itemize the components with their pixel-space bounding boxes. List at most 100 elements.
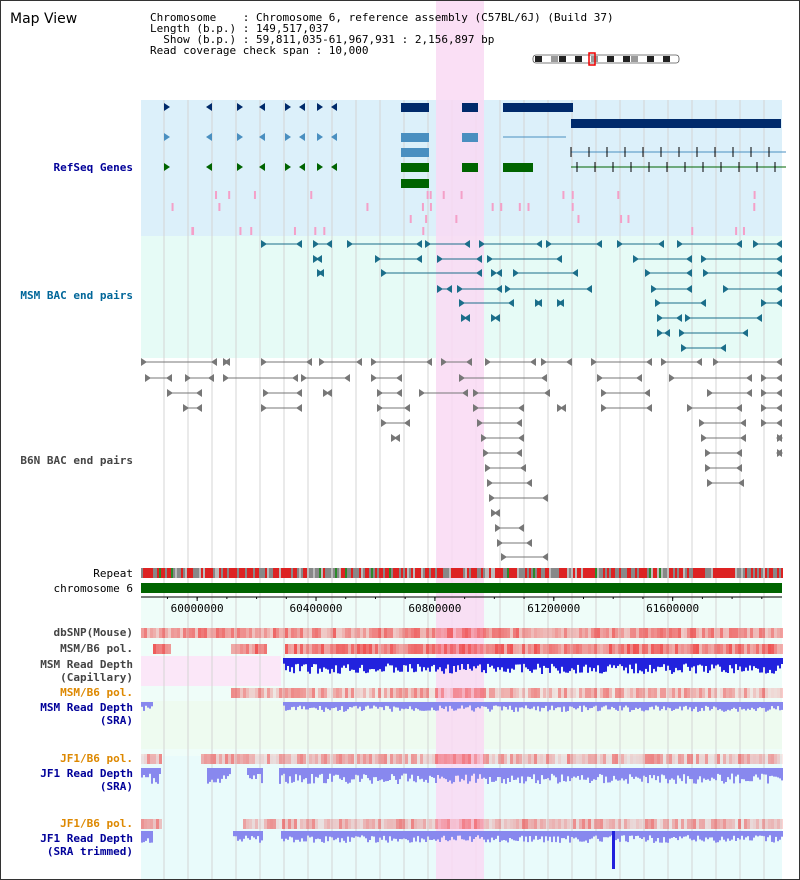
jf1-trim-depth [741, 831, 743, 836]
jf1-b6-pol-heat-2 [333, 819, 336, 829]
msm-sra-depth [679, 702, 681, 707]
jf1-b6-pol-heat [675, 754, 678, 764]
jf1-b6-pol-heat [225, 754, 228, 764]
b6n-bac-pair-start [141, 358, 147, 366]
msm-bac-pair-end [658, 240, 664, 248]
dbsnp-label[interactable]: dbSNP(Mouse) [53, 626, 133, 639]
jf1-sra-depth [393, 768, 395, 776]
refseq-genes-label[interactable]: RefSeq Genes [53, 161, 133, 174]
dbsnp-heat [312, 628, 315, 638]
msm-capillary-depth [337, 658, 339, 674]
jf1-trim-depth [397, 831, 399, 842]
msm-b6-pol-heat [255, 644, 258, 654]
jf1-sra-depth [751, 768, 753, 782]
dbsnp-heat [294, 628, 297, 638]
jf1-b6-pol-label-2[interactable]: JF1/B6 pol. [60, 817, 133, 830]
dbsnp-heat [612, 628, 615, 638]
jf1-trim-depth [249, 831, 251, 840]
msm-sra-depth [693, 702, 695, 709]
msm-b6-pol-heat [498, 644, 501, 654]
jf1-trim-depth [731, 831, 733, 840]
msm-read-depth-capillary-label[interactable]: MSM Read Depth (Capillary) [40, 658, 133, 684]
jf1-b6-pol-heat [231, 754, 234, 764]
dbsnp-heat [474, 628, 477, 638]
msm-read-depth-sra-label[interactable]: MSM Read Depth (SRA) [40, 701, 133, 727]
jf1-trim-depth [717, 831, 719, 843]
jf1-trim-depth [705, 831, 707, 838]
msm-sra-depth [705, 702, 707, 706]
jf1-sra-depth [147, 768, 149, 778]
msm-b6-pol-heat-2 [696, 688, 699, 698]
repeat-mark [353, 568, 355, 578]
gene-glyph [259, 103, 265, 111]
jf1-b6-pol-heat-2 [345, 819, 348, 829]
refseq-snp-tick [742, 227, 745, 235]
jf1-sra-depth [313, 768, 315, 784]
msm-sra-depth [311, 702, 313, 708]
gene-block [401, 103, 429, 112]
msm-bac-label[interactable]: MSM BAC end pairs [20, 289, 133, 302]
msm-b6-pol-label-2[interactable]: MSM/B6 pol. [60, 686, 133, 699]
msm-bac-pair-start [679, 329, 685, 337]
jf1-b6-pol-heat-2 [354, 819, 357, 829]
jf1-trim-depth [585, 831, 587, 841]
ideogram-band [575, 56, 582, 62]
jf1-trim-depth-spike [612, 831, 615, 869]
msm-capillary-depth [583, 658, 585, 667]
repeat-mark [745, 568, 747, 578]
dbsnp-heat [705, 628, 708, 638]
msm-b6-pol-heat-2 [591, 688, 594, 698]
msm-b6-pol-heat-2 [375, 688, 378, 698]
msm-b6-pol-heat [291, 644, 294, 654]
jf1-sra-depth [769, 768, 771, 777]
dbsnp-heat [204, 628, 207, 638]
jf1-trim-depth [551, 831, 553, 843]
jf1-trim-depth [245, 831, 247, 836]
repeat-mark [705, 568, 707, 578]
repeat-mark [437, 568, 439, 578]
jf1-sra-depth [585, 768, 587, 780]
jf1-b6-pol-heat [717, 754, 720, 764]
msm-bac-pair-start [617, 240, 623, 248]
jf1-b6-pol-heat [354, 754, 357, 764]
msm-b6-pol-heat-2 [483, 688, 486, 698]
jf1-b6-pol-heat-2 [429, 819, 432, 829]
jf1-read-depth-trim-label[interactable]: JF1 Read Depth (SRA trimmed) [40, 832, 133, 858]
msm-b6-pol-heat [366, 644, 369, 654]
jf1-trim-depth [753, 831, 755, 838]
jf1-read-depth-sra-label[interactable]: JF1 Read Depth (SRA) [40, 767, 133, 793]
msm-b6-pol-heat-2 [657, 688, 660, 698]
jf1-trim-depth [485, 831, 487, 843]
msm-capillary-depth [647, 658, 649, 672]
msm-b6-pol-heat-2 [735, 688, 738, 698]
b6n-bac-pair-start [485, 358, 491, 366]
jf1-sra-depth [487, 768, 489, 784]
repeat-mark [401, 568, 403, 578]
jf1-trim-depth [477, 831, 479, 836]
jf1-b6-pol-label-1[interactable]: JF1/B6 pol. [60, 752, 133, 765]
jf1-sra-depth [623, 768, 625, 781]
msm-b6-pol-heat-2 [660, 688, 663, 698]
b6n-bac-pair-end [518, 524, 524, 532]
dbsnp-heat [615, 628, 618, 638]
dbsnp-heat [246, 628, 249, 638]
jf1-b6-pol-heat-2 [432, 819, 435, 829]
b6n-bac-label[interactable]: B6N BAC end pairs [20, 454, 133, 467]
jf1-sra-depth [687, 768, 689, 777]
repeat-mark [553, 568, 555, 578]
msm-sra-depth [609, 702, 611, 710]
jf1-sra-depth [411, 768, 413, 775]
msm-b6-pol-label-1[interactable]: MSM/B6 pol. [60, 642, 133, 655]
jf1-b6-pol-heat-2 [258, 819, 261, 829]
jf1-sra-depth [309, 768, 311, 784]
msm-capillary-depth [493, 658, 495, 669]
jf1-b6-pol-heat-2 [507, 819, 510, 829]
dbsnp-heat [555, 628, 558, 638]
dbsnp-heat [726, 628, 729, 638]
msm-b6-pol-heat-2 [432, 688, 435, 698]
msm-sra-depth [527, 702, 529, 709]
repeat-mark [583, 568, 585, 578]
dbsnp-heat [645, 628, 648, 638]
jf1-trim-depth [377, 831, 379, 843]
